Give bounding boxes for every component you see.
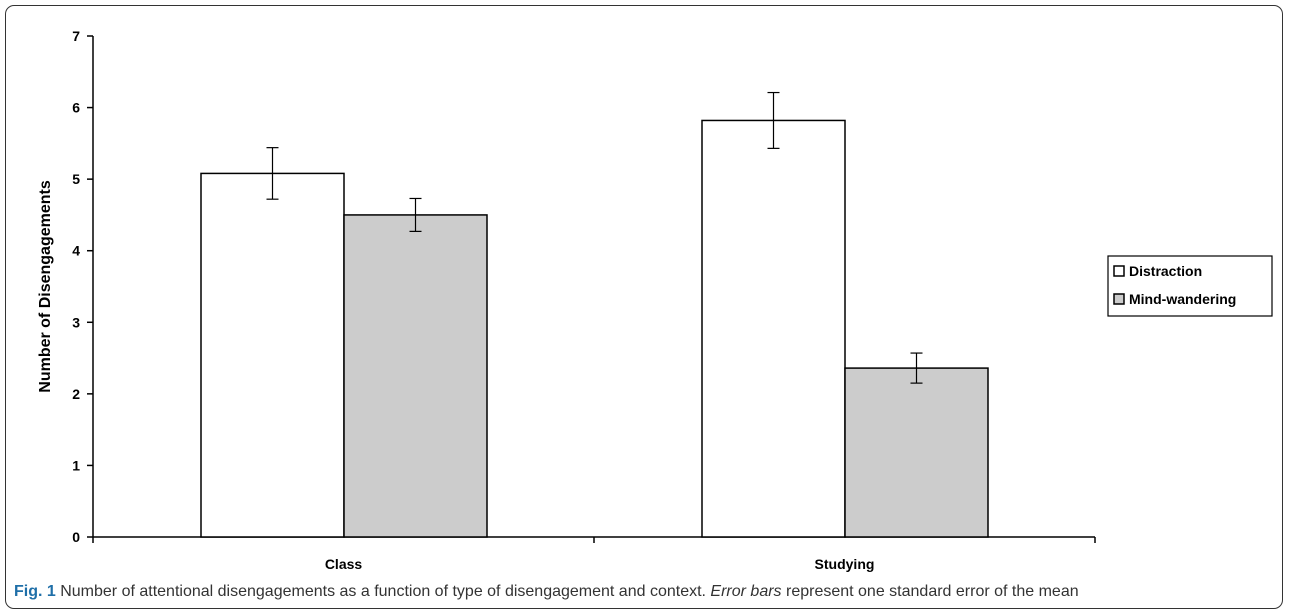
y-tick-label: 6 <box>72 100 80 116</box>
y-tick-label: 7 <box>72 28 80 44</box>
y-tick-label: 2 <box>72 386 80 402</box>
y-tick-label: 0 <box>72 529 80 545</box>
caption-text-2: represent one standard error of the mean <box>781 583 1079 600</box>
bar <box>701 119 846 538</box>
chart-legend: Distraction Mind-wandering <box>1107 255 1273 317</box>
caption-text-1: Number of attentional disengagements as … <box>55 583 711 600</box>
figure-label: Fig. 1 <box>14 583 56 600</box>
bar <box>343 214 488 538</box>
legend-label: Mind-wandering <box>1129 291 1236 307</box>
chart-error-bars <box>266 91 923 384</box>
y-tick-label: 5 <box>72 171 80 187</box>
y-axis-ticks: 0 1 2 3 4 5 6 7 <box>72 28 93 545</box>
legend-swatch <box>1113 265 1125 277</box>
y-tick-label: 3 <box>72 314 80 330</box>
legend-label: Distraction <box>1129 263 1202 279</box>
x-axis-labels: Class Studying <box>325 556 875 572</box>
bar <box>200 172 345 538</box>
x-category-label: Class <box>325 556 363 572</box>
y-axis-label: Number of Disengagements <box>37 180 54 393</box>
chart-bars <box>200 119 989 538</box>
figure-caption: Fig. 1 Number of attentional disengageme… <box>14 583 1284 601</box>
bar <box>844 367 989 538</box>
bar-chart: 0 1 2 3 4 5 6 7 Class Studying Number of Disenga… <box>37 28 1273 572</box>
y-tick-label: 1 <box>72 457 80 473</box>
x-category-label: Studying <box>815 556 875 572</box>
caption-italic: Error bars <box>710 583 782 600</box>
y-tick-label: 4 <box>72 243 80 259</box>
legend-swatch <box>1113 293 1125 305</box>
legend-box <box>1107 255 1273 317</box>
